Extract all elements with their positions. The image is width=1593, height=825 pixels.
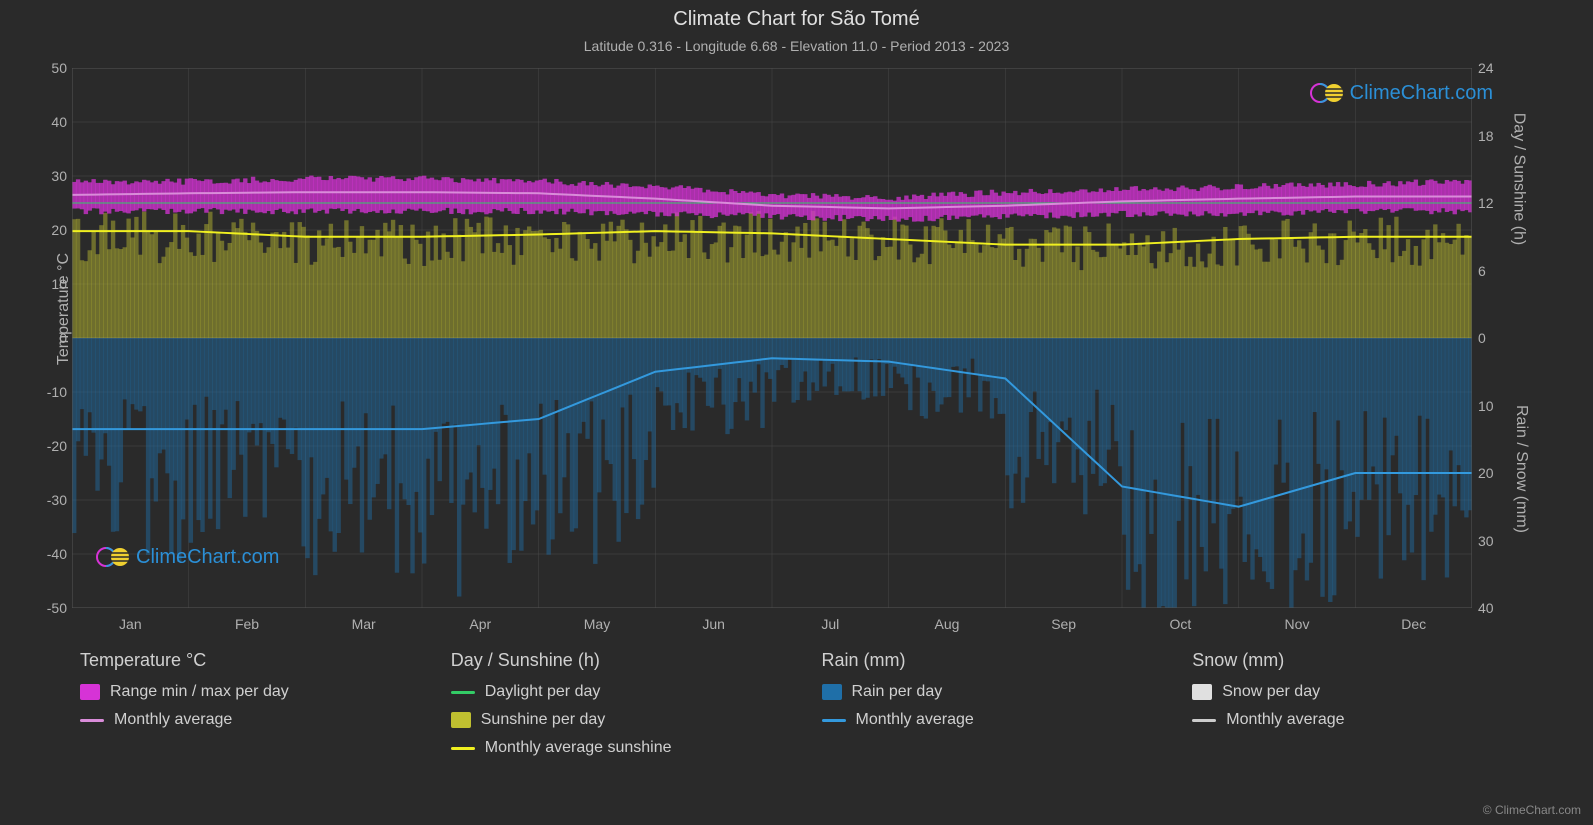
- legend-label: Range min / max per day: [110, 683, 289, 701]
- right-tick-label: 12: [1478, 195, 1518, 211]
- legend-line-icon: [451, 691, 475, 694]
- month-tick-label: Jul: [790, 616, 870, 632]
- month-tick-label: Oct: [1140, 616, 1220, 632]
- left-tick-label: 20: [27, 222, 67, 238]
- legend: Temperature °C Range min / max per day Mon…: [80, 650, 1553, 767]
- legend-label: Monthly average: [114, 711, 232, 729]
- legend-item: Rain per day: [822, 683, 1183, 701]
- legend-swatch-icon: [451, 712, 471, 728]
- legend-item: Daylight per day: [451, 683, 812, 701]
- left-tick-label: -20: [27, 438, 67, 454]
- brand-logo-bottom: ClimeChart.com: [96, 544, 279, 570]
- month-tick-label: Mar: [324, 616, 404, 632]
- legend-line-icon: [1192, 719, 1216, 722]
- month-tick-label: Dec: [1374, 616, 1454, 632]
- chart-title: Climate Chart for São Tomé: [0, 8, 1593, 31]
- right-tick-label: 10: [1478, 398, 1518, 414]
- legend-column: Rain (mm) Rain per day Monthly average: [822, 650, 1183, 767]
- legend-item: Monthly average: [80, 711, 441, 729]
- left-tick-label: 10: [27, 276, 67, 292]
- logo-icon: [1310, 80, 1344, 106]
- legend-swatch-icon: [80, 684, 100, 700]
- legend-label: Rain per day: [852, 683, 943, 701]
- legend-title: Temperature °C: [80, 650, 441, 671]
- legend-label: Sunshine per day: [481, 711, 606, 729]
- legend-line-icon: [80, 719, 104, 722]
- logo-icon: [96, 544, 130, 570]
- plot-svg: [72, 68, 1472, 608]
- legend-label: Daylight per day: [485, 683, 601, 701]
- month-tick-label: Aug: [907, 616, 987, 632]
- legend-label: Monthly average: [1226, 711, 1344, 729]
- right-tick-label: 18: [1478, 128, 1518, 144]
- right-tick-label: 0: [1478, 330, 1518, 346]
- legend-label: Snow per day: [1222, 683, 1320, 701]
- right-tick-label: 20: [1478, 465, 1518, 481]
- month-tick-label: Jun: [674, 616, 754, 632]
- legend-label: Monthly average: [856, 711, 974, 729]
- left-tick-label: -50: [27, 600, 67, 616]
- left-tick-label: -30: [27, 492, 67, 508]
- left-tick-label: 50: [27, 60, 67, 76]
- month-tick-label: May: [557, 616, 637, 632]
- legend-column: Day / Sunshine (h) Daylight per day Sunshi…: [451, 650, 812, 767]
- right-tick-label: 40: [1478, 600, 1518, 616]
- month-tick-label: Apr: [440, 616, 520, 632]
- legend-label: Monthly average sunshine: [485, 739, 672, 757]
- left-tick-label: 40: [27, 114, 67, 130]
- month-tick-label: Sep: [1024, 616, 1104, 632]
- brand-name: ClimeChart.com: [136, 546, 279, 569]
- month-tick-label: Jan: [90, 616, 170, 632]
- left-tick-label: -40: [27, 546, 67, 562]
- legend-item: Monthly average sunshine: [451, 739, 812, 757]
- brand-name: ClimeChart.com: [1350, 82, 1493, 105]
- legend-item: Monthly average: [1192, 711, 1553, 729]
- legend-line-icon: [451, 747, 475, 750]
- left-tick-label: 30: [27, 168, 67, 184]
- right-tick-label: 30: [1478, 533, 1518, 549]
- legend-title: Rain (mm): [822, 650, 1183, 671]
- climate-chart: Climate Chart for São Tomé Latitude 0.31…: [0, 0, 1593, 825]
- plot-area: [72, 68, 1472, 608]
- legend-column: Snow (mm) Snow per day Monthly average: [1192, 650, 1553, 767]
- left-axis-label: Temperature °C: [55, 253, 73, 365]
- legend-swatch-icon: [1192, 684, 1212, 700]
- right-tick-label: 6: [1478, 263, 1518, 279]
- legend-title: Day / Sunshine (h): [451, 650, 812, 671]
- month-tick-label: Feb: [207, 616, 287, 632]
- brand-logo-top: ClimeChart.com: [1310, 80, 1493, 106]
- legend-item: Range min / max per day: [80, 683, 441, 701]
- legend-swatch-icon: [822, 684, 842, 700]
- legend-title: Snow (mm): [1192, 650, 1553, 671]
- legend-item: Snow per day: [1192, 683, 1553, 701]
- copyright: © ClimeChart.com: [1483, 803, 1581, 817]
- month-tick-label: Nov: [1257, 616, 1337, 632]
- legend-item: Monthly average: [822, 711, 1183, 729]
- legend-item: Sunshine per day: [451, 711, 812, 729]
- left-tick-label: -10: [27, 384, 67, 400]
- left-tick-label: 0: [27, 330, 67, 346]
- right-tick-label: 24: [1478, 60, 1518, 76]
- legend-column: Temperature °C Range min / max per day Mon…: [80, 650, 441, 767]
- legend-line-icon: [822, 719, 846, 722]
- chart-subtitle: Latitude 0.316 - Longitude 6.68 - Elevat…: [0, 38, 1593, 54]
